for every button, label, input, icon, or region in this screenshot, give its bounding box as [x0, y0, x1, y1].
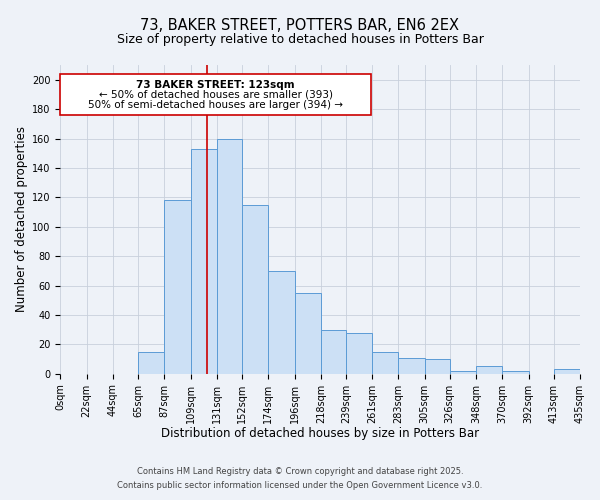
- Y-axis label: Number of detached properties: Number of detached properties: [15, 126, 28, 312]
- Bar: [164, 200, 191, 374]
- Bar: [372, 352, 398, 374]
- Text: Size of property relative to detached houses in Potters Bar: Size of property relative to detached ho…: [116, 32, 484, 46]
- FancyBboxPatch shape: [61, 74, 371, 115]
- Bar: [217, 138, 242, 374]
- Text: Contains HM Land Registry data © Crown copyright and database right 2025.: Contains HM Land Registry data © Crown c…: [137, 467, 463, 476]
- Bar: [191, 149, 217, 374]
- Text: 73 BAKER STREET: 123sqm: 73 BAKER STREET: 123sqm: [136, 80, 295, 90]
- Bar: [346, 332, 372, 374]
- Text: 50% of semi-detached houses are larger (394) →: 50% of semi-detached houses are larger (…: [88, 100, 343, 110]
- Bar: [450, 371, 476, 374]
- Text: ← 50% of detached houses are smaller (393): ← 50% of detached houses are smaller (39…: [98, 90, 332, 100]
- Bar: [398, 358, 425, 374]
- Bar: [295, 293, 321, 374]
- Bar: [268, 271, 295, 374]
- Bar: [242, 204, 268, 374]
- Bar: [321, 330, 346, 374]
- Bar: [502, 371, 529, 374]
- Bar: [138, 352, 164, 374]
- Bar: [476, 366, 502, 374]
- X-axis label: Distribution of detached houses by size in Potters Bar: Distribution of detached houses by size …: [161, 427, 479, 440]
- Text: 73, BAKER STREET, POTTERS BAR, EN6 2EX: 73, BAKER STREET, POTTERS BAR, EN6 2EX: [140, 18, 460, 32]
- Bar: [554, 370, 580, 374]
- Text: Contains public sector information licensed under the Open Government Licence v3: Contains public sector information licen…: [118, 481, 482, 490]
- Bar: [425, 359, 450, 374]
